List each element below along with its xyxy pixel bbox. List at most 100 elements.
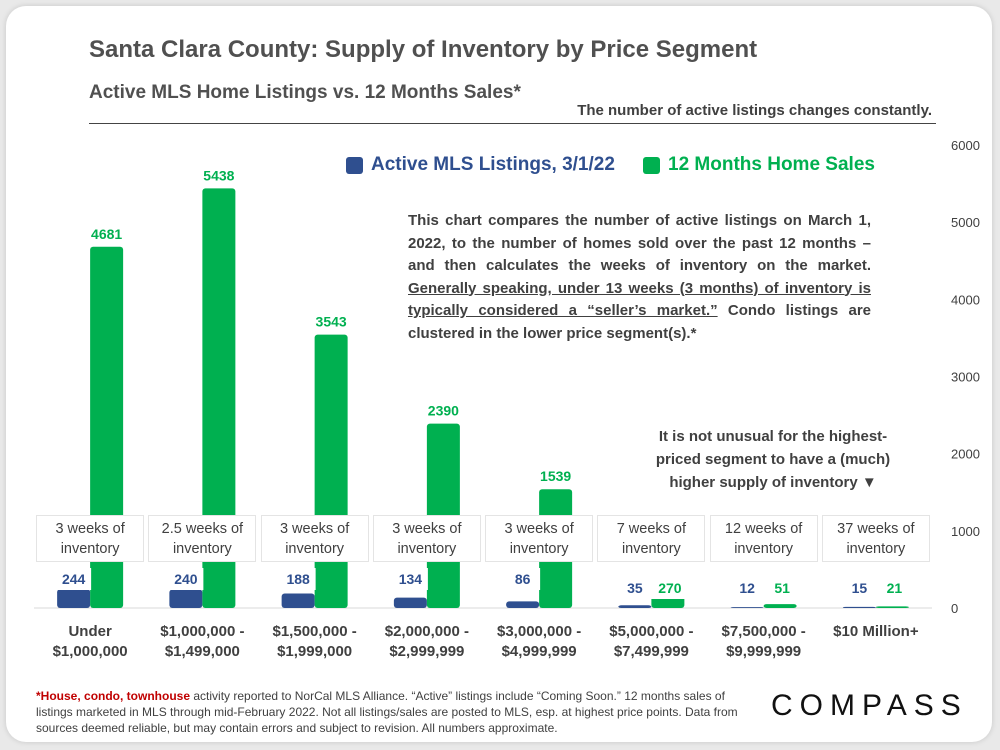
sales-label-bg	[763, 577, 802, 599]
category-label: $4,999,999	[502, 643, 577, 660]
home-sales-value-label: 3543	[316, 314, 347, 330]
weeks-inventory-word: inventory	[509, 541, 569, 557]
active-label-bg	[165, 568, 204, 590]
compass-logo: COMPASS	[771, 689, 968, 722]
active-label-bg	[726, 577, 765, 599]
active-label-bg	[389, 568, 428, 590]
home-sales-bar	[763, 604, 797, 608]
footnote-red-text: House, condo, townhouse	[40, 689, 191, 703]
chart-description: This chart compares the number of active…	[408, 210, 871, 345]
active-listings-value-label: 15	[852, 580, 868, 596]
category-label: Under	[68, 623, 112, 640]
active-listings-bar	[842, 606, 876, 608]
sales-label-bg	[651, 577, 690, 599]
active-label-bg	[838, 577, 877, 599]
y-tick-label: 2000	[951, 447, 980, 462]
active-listings-value-label: 12	[739, 580, 755, 596]
y-tick-label: 3000	[951, 370, 980, 385]
active-label-bg	[53, 568, 92, 590]
category-label: $1,000,000	[53, 643, 128, 660]
home-sales-bar	[202, 188, 236, 608]
category-label: $1,499,000	[165, 643, 240, 660]
legend-active: Active MLS Listings, 3/1/22	[346, 154, 615, 176]
category-label: $3,000,000 -	[497, 623, 581, 640]
footnote-star: *	[36, 689, 41, 703]
legend-sales-label: 12 Months Home Sales	[668, 154, 875, 175]
y-tick-label: 6000	[951, 138, 980, 153]
description-underlined: Generally speaking, under 13 weeks (3 mo…	[408, 279, 871, 320]
weeks-of-inventory-box: 3 weeks of inventory	[260, 515, 369, 562]
weeks-of-inventory-box: 3 weeks of inventory	[372, 515, 481, 562]
y-tick-label: 1000	[951, 524, 980, 539]
home-sales-value-label: 1539	[540, 468, 571, 484]
weeks-inventory-word: inventory	[397, 541, 457, 557]
y-tick-label: 5000	[951, 215, 980, 230]
weeks-count: 3 weeks of	[392, 521, 462, 537]
legend-active-swatch	[346, 156, 363, 174]
active-label-bg	[502, 568, 541, 590]
chart-card: Santa Clara County: Supply of Inventory …	[6, 6, 992, 742]
weeks-inventory-word: inventory	[60, 541, 120, 557]
weeks-inventory-word: inventory	[846, 541, 906, 557]
weeks-of-inventory-box: 3 weeks of inventory	[485, 515, 594, 562]
active-listings-bar	[393, 597, 427, 608]
active-listings-value-label: 134	[399, 571, 423, 587]
home-sales-bar	[875, 606, 909, 608]
weeks-count: 7 weeks of	[616, 521, 687, 537]
weeks-count: 3 weeks of	[279, 521, 350, 537]
weeks-count: 3 weeks of	[55, 521, 125, 537]
legend-active-label: Active MLS Listings, 3/1/22	[371, 154, 615, 175]
home-sales-value-label: 270	[658, 580, 682, 596]
footnote-text: activity reported to NorCal MLS Alliance…	[36, 689, 738, 735]
legend-sales-swatch	[643, 156, 660, 174]
active-listings-bar	[57, 589, 91, 608]
description-text-1: This chart compares the number of active…	[408, 212, 871, 274]
category-label: $2,999,999	[389, 643, 464, 660]
weeks-inventory-word: inventory	[734, 541, 794, 557]
active-label-bg	[277, 568, 316, 590]
weeks-of-inventory-box: 3 weeks of inventory	[36, 515, 145, 562]
listings-change-note: The number of active listings changes co…	[577, 102, 932, 119]
home-sales-value-label: 51	[774, 580, 790, 596]
active-listings-value-label: 188	[286, 571, 310, 587]
weeks-of-inventory-box: 7 weeks of inventory	[597, 515, 706, 562]
active-label-bg	[614, 577, 653, 599]
weeks-count: 37 weeks of	[837, 521, 915, 537]
active-listings-bar	[281, 593, 315, 608]
weeks-inventory-word: inventory	[621, 541, 681, 557]
chart-subtitle: Active MLS Home Listings vs. 12 Months S…	[89, 82, 521, 103]
high-segment-note: It is not unusual for the highest-priced…	[655, 428, 891, 491]
active-listings-value-label: 86	[515, 571, 531, 587]
chart-title: Santa Clara County: Supply of Inventory …	[89, 36, 758, 63]
bar-chart: 0 1000 2000 3000 4000 5000 6000 4681 244 Under $1,…	[34, 138, 980, 660]
category-label: $10 Million+	[833, 623, 919, 640]
home-sales-value-label: 4681	[91, 226, 122, 242]
category-label: $7,500,000 -	[722, 623, 806, 640]
category-label: $1,500,000 -	[273, 623, 357, 640]
active-listings-bar	[618, 605, 652, 608]
weeks-count: 12 weeks of	[724, 521, 803, 537]
y-tick-label: 4000	[951, 292, 980, 307]
home-sales-value-label: 5438	[203, 167, 234, 183]
category-label: $9,999,999	[726, 643, 801, 660]
home-sales-value-label: 2390	[428, 403, 459, 419]
home-sales-bar	[314, 334, 348, 608]
description-text-2: Condo listings are clustered in the lowe…	[408, 302, 872, 342]
y-tick-label: 0	[951, 601, 958, 616]
category-label: $5,000,000 -	[609, 623, 693, 640]
sales-label-bg	[875, 577, 914, 599]
active-listings-value-label: 240	[174, 571, 198, 587]
weeks-count: 3 weeks of	[504, 521, 574, 537]
category-label: $2,000,000 -	[385, 623, 469, 640]
home-sales-value-label: 21	[887, 580, 903, 596]
weeks-of-inventory-box: 37 weeks of inventory	[821, 515, 930, 562]
title-divider	[89, 123, 936, 124]
active-listings-bar	[169, 589, 203, 608]
footnote: *House, condo, townhouse activity report…	[36, 688, 746, 736]
category-label: $1,000,000 -	[160, 623, 244, 640]
weeks-inventory-word: inventory	[172, 541, 232, 557]
weeks-count: 2.5 weeks of	[161, 521, 244, 537]
weeks-of-inventory-box: 2.5 weeks of inventory	[148, 515, 257, 562]
active-listings-value-label: 244	[62, 571, 86, 587]
legend-sales: 12 Months Home Sales	[643, 154, 875, 176]
